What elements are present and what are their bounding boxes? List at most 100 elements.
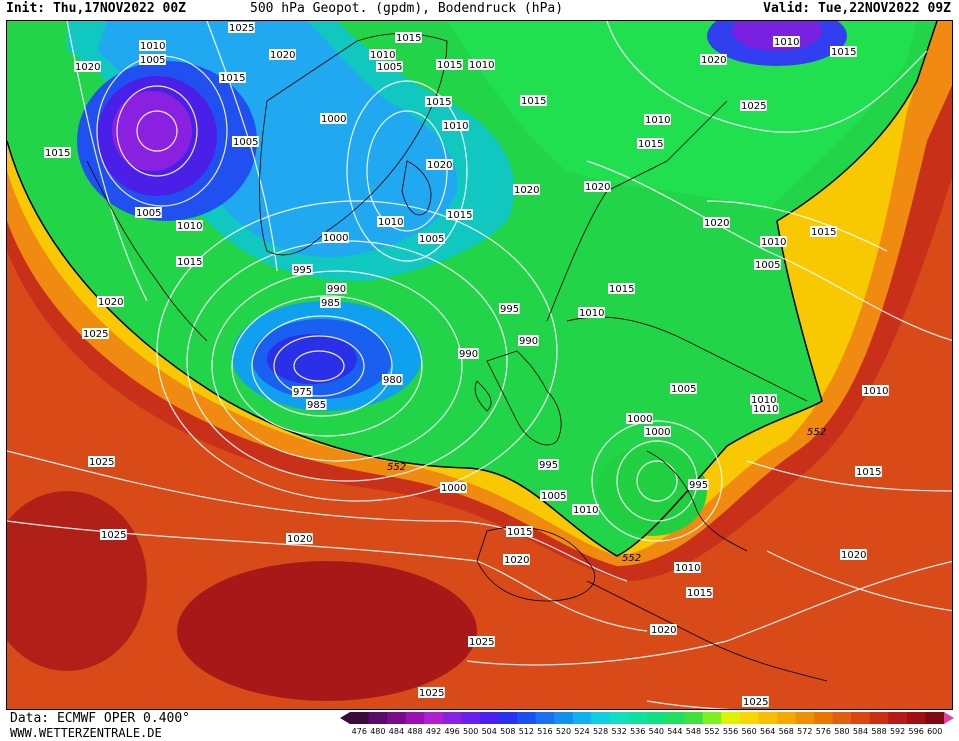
coastlines <box>86 33 828 682</box>
pressure-label: 1010 <box>753 404 778 415</box>
color-legend <box>340 712 954 724</box>
pressure-label: 1000 <box>321 114 346 125</box>
legend-swatch <box>424 712 444 724</box>
legend-tick-label: 568 <box>778 727 794 736</box>
legend-tick-label: 532 <box>611 727 627 736</box>
pressure-label-box <box>830 46 857 57</box>
legend-tick-label: 520 <box>555 727 572 736</box>
header-bar: Init: Thu,17NOV2022 00Z 500 hPa Geopot. … <box>0 0 959 20</box>
pressure-label: 1005 <box>377 62 402 73</box>
pressure-label-box <box>382 374 403 385</box>
pressure-label: 1010 <box>443 121 468 132</box>
legend-tick-label: 564 <box>760 727 776 736</box>
pressure-label: 1015 <box>447 210 472 221</box>
pressure-label-box <box>644 426 671 437</box>
pressure-label: 1015 <box>45 148 70 159</box>
svg-text:552: 552 <box>622 553 641 564</box>
legend-tick-label: 492 <box>425 727 442 736</box>
pressure-label: 1020 <box>75 62 100 73</box>
pressure-label-box <box>650 624 677 635</box>
pressure-label-box <box>219 72 246 83</box>
legend-tick-label: 592 <box>889 727 906 736</box>
legend-tick-label: 488 <box>407 727 423 736</box>
legend-tick-label: 476 <box>351 727 367 736</box>
pressure-label-box <box>82 328 109 339</box>
pressure-label-box <box>700 54 727 65</box>
legend-swatch <box>776 712 796 724</box>
svg-text:552: 552 <box>807 427 826 438</box>
pressure-label-box <box>232 136 259 147</box>
legend-tick-label: 516 <box>537 727 553 736</box>
legend-tick-label: 496 <box>444 727 460 736</box>
pressure-label-box <box>862 385 889 396</box>
legend-tick-label: 540 <box>648 727 664 736</box>
pressure-label: 1010 <box>573 505 598 516</box>
pressure-label: 1005 <box>419 234 444 245</box>
pressure-label-box <box>377 216 404 227</box>
weather-map: 552 552 552 1025 1010 1005 1020 1020 1015 1010… <box>6 20 953 710</box>
pressure-label: 1010 <box>370 50 395 61</box>
pressure-label: 1005 <box>671 384 696 395</box>
legend-swatch <box>405 712 425 724</box>
pressure-label: 990 <box>459 349 478 360</box>
pressure-label: 1010 <box>774 37 799 48</box>
subtropical-high <box>177 561 477 701</box>
greenland-low-core <box>112 91 192 171</box>
legend-swatch <box>442 712 462 724</box>
pressure-label-box <box>440 482 467 493</box>
pressure-label: 1015 <box>521 96 546 107</box>
pressure-label-box <box>425 96 452 107</box>
pressure-label: 1025 <box>101 530 126 541</box>
pressure-label: 1005 <box>140 55 165 66</box>
pressure-label: 1005 <box>755 260 780 271</box>
pressure-label-box <box>688 479 709 490</box>
pressure-label-box <box>773 36 800 47</box>
legend-swatch <box>851 712 871 724</box>
pressure-label: 1015 <box>609 284 634 295</box>
pressure-label: 1015 <box>220 73 245 84</box>
pressure-label-box <box>322 232 349 243</box>
pressure-label: 1025 <box>741 101 766 112</box>
legend-tick-label: 500 <box>463 727 479 736</box>
pressure-label: 1025 <box>83 329 108 340</box>
pressure-label: 1015 <box>638 139 663 150</box>
pressure-label: 1015 <box>687 588 712 599</box>
pressure-label: 1010 <box>645 115 670 126</box>
pressure-label: 1000 <box>645 427 670 438</box>
pressure-label: 1025 <box>743 697 768 708</box>
legend-swatch <box>721 712 741 724</box>
pressure-label: 990 <box>327 284 346 295</box>
atlantic-low-core <box>267 334 357 384</box>
pressure-label: 1015 <box>507 527 532 538</box>
data-source: Data: ECMWF OPER 0.400° <box>10 711 191 726</box>
website: WWW.WETTERZENTRALE.DE <box>10 726 162 740</box>
legend-tick-label: 548 <box>685 727 702 736</box>
pressure-label-box <box>810 226 837 237</box>
legend-tick-label: 584 <box>852 727 869 736</box>
pressure-label-box <box>503 554 530 565</box>
pressure-label: 1020 <box>651 625 676 636</box>
pressure-label: 1005 <box>541 491 566 502</box>
legend-tick-label: 544 <box>667 727 683 736</box>
pressure-label-box <box>426 159 453 170</box>
legend-ticks: 476 480 484 488 492 496 500 504 508 512 516 520 524 5… <box>340 727 954 739</box>
legend-swatch <box>869 712 889 724</box>
legend-tick-label: 572 <box>797 727 813 736</box>
legend-swatch <box>888 712 908 724</box>
legend-swatch <box>702 712 722 724</box>
legend-tick-label: 596 <box>908 727 924 736</box>
pressure-label: 1015 <box>831 47 856 58</box>
pressure-label: 995 <box>539 460 558 471</box>
init-time: Init: Thu,17NOV2022 00Z <box>6 1 187 16</box>
pressure-label-box <box>446 209 473 220</box>
legend-swatch <box>479 712 499 724</box>
pressure-label-box <box>306 399 327 410</box>
pressure-label: 1015 <box>856 467 881 478</box>
pressure-label: 1025 <box>229 23 254 34</box>
pressure-label: 1010 <box>761 237 786 248</box>
pressure-label-box <box>418 687 445 698</box>
pressure-label-box <box>269 49 296 60</box>
pressure-label-box <box>540 490 567 501</box>
pressure-label: 1020 <box>287 534 312 545</box>
